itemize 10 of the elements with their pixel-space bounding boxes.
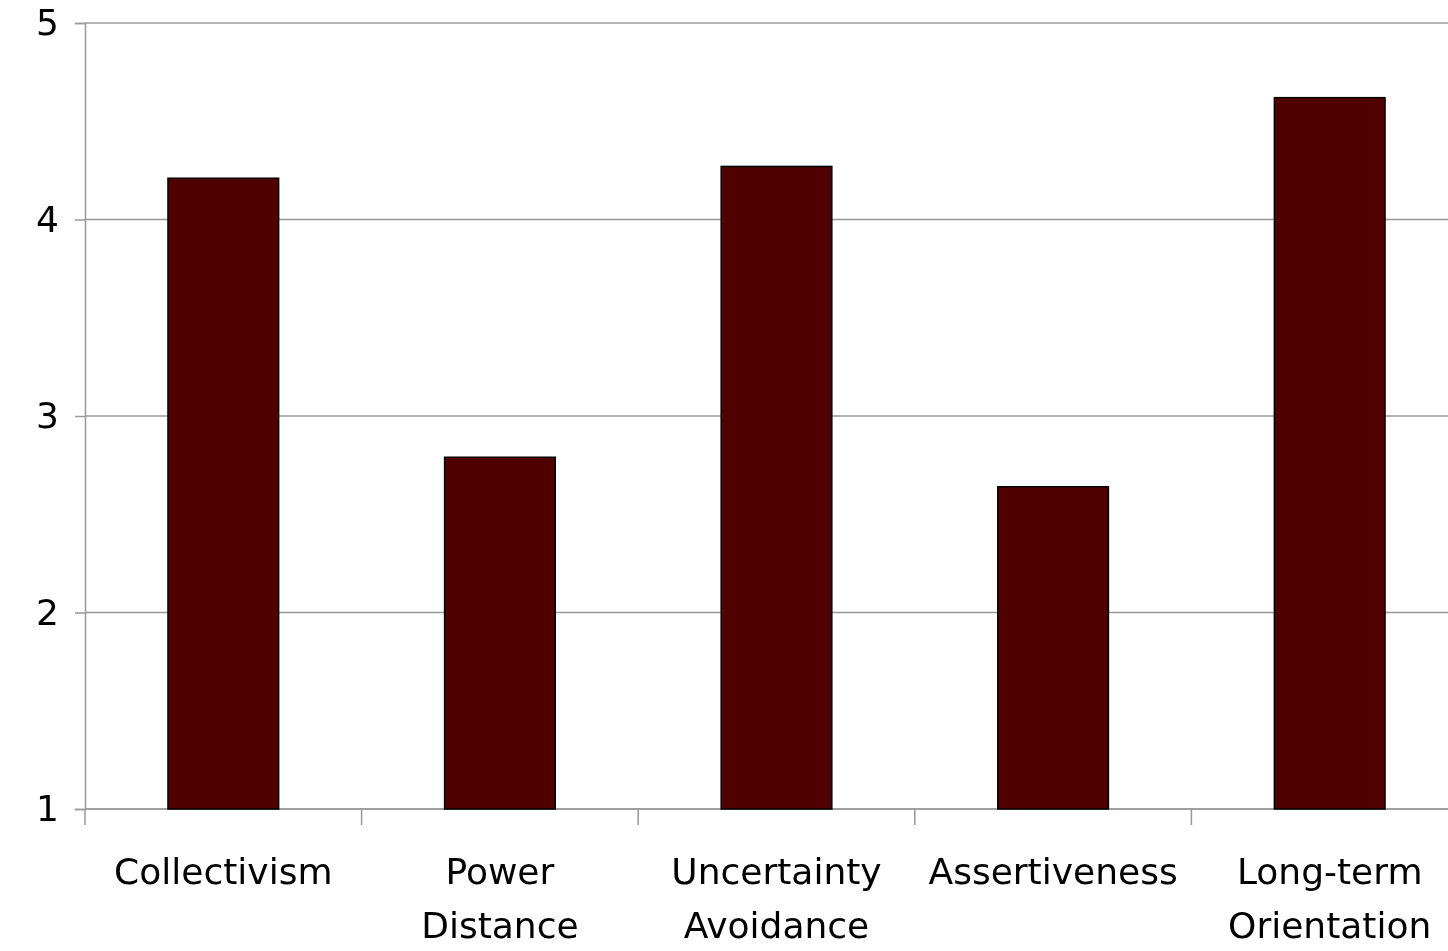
x-tick-label: Uncertainty Avoidance [671, 851, 882, 946]
y-tick-label: 2 [36, 591, 59, 633]
x-tick-label: Assertiveness [928, 851, 1178, 892]
y-tick-label: 1 [36, 788, 59, 830]
x-tick-label: Power Distance [421, 851, 579, 946]
x-tick-label: Long-term Orientation [1228, 851, 1432, 946]
y-tick-label: 3 [36, 395, 59, 437]
y-tick-label: 5 [36, 2, 59, 44]
y-tick-label: 4 [36, 198, 59, 240]
x-tick-label: Collectivism [114, 851, 333, 892]
